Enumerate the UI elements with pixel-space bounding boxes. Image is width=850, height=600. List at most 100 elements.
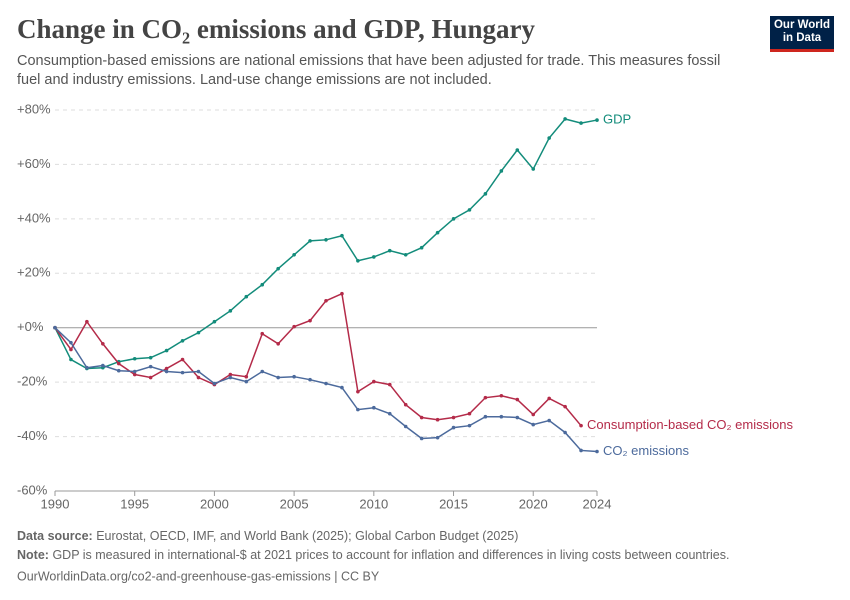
point — [212, 381, 217, 386]
point — [292, 324, 296, 329]
point — [260, 331, 265, 336]
point — [387, 248, 392, 253]
point — [324, 298, 328, 303]
point — [308, 318, 312, 323]
point — [196, 330, 201, 335]
point — [101, 363, 105, 368]
point — [451, 217, 456, 221]
point — [563, 430, 567, 435]
point — [579, 423, 583, 428]
point — [372, 255, 376, 259]
point — [324, 381, 328, 386]
series-line — [54, 327, 598, 453]
y-tick-label: +20% — [17, 265, 51, 280]
y-tick-label: -20% — [17, 374, 48, 389]
note-label: Note: — [17, 548, 49, 562]
point — [595, 118, 599, 122]
point — [308, 377, 312, 382]
point — [403, 402, 408, 407]
point — [547, 418, 551, 423]
x-tick-label: 2010 — [359, 496, 388, 511]
y-tick-label: +80% — [17, 101, 51, 116]
chart-title: Change in CO₂ emissions and GDP, Hungary — [17, 14, 535, 44]
chart-subtitle: Consumption-based emissions are national… — [17, 53, 721, 88]
point — [324, 238, 328, 242]
point — [467, 411, 472, 416]
point — [531, 167, 536, 171]
point — [515, 148, 520, 152]
point — [483, 395, 488, 400]
point — [132, 356, 137, 361]
point — [244, 379, 249, 384]
point — [372, 379, 376, 384]
point — [483, 414, 488, 419]
point — [340, 291, 344, 296]
point — [467, 423, 472, 428]
point — [340, 385, 344, 390]
point — [132, 369, 137, 374]
point — [563, 117, 567, 121]
point — [419, 245, 424, 250]
point — [467, 208, 472, 212]
point — [451, 425, 456, 430]
point — [228, 309, 233, 313]
x-tick-label: 2000 — [200, 496, 229, 511]
source: Data source: Eurostat, OECD, IMF, and Wo… — [17, 529, 518, 543]
series-label: GDP — [603, 112, 631, 127]
point — [85, 365, 89, 370]
logo[interactable]: Our World in Data — [770, 16, 834, 52]
point — [276, 375, 280, 380]
point — [419, 415, 424, 420]
point — [356, 389, 360, 394]
point — [595, 449, 599, 454]
x-tick-label: 2015 — [439, 496, 468, 511]
point — [547, 396, 551, 401]
logo-text: in Data — [782, 32, 822, 44]
x-tick-label: 2024 — [583, 496, 612, 511]
point — [515, 397, 520, 402]
x-tick-label: 2020 — [519, 496, 548, 511]
point — [260, 282, 265, 287]
point — [340, 233, 344, 238]
point — [53, 325, 57, 330]
point — [164, 369, 169, 374]
point — [403, 252, 408, 257]
point — [451, 415, 456, 420]
y-tick-label: +60% — [17, 156, 51, 171]
point — [499, 393, 504, 398]
logo-text: Our World — [773, 19, 830, 31]
point — [69, 347, 73, 352]
point — [116, 368, 121, 373]
point — [356, 258, 360, 263]
point — [372, 405, 376, 410]
point — [164, 366, 169, 371]
series-label: Consumption-based CO₂ emissions — [587, 417, 793, 432]
point — [212, 319, 217, 324]
point — [196, 375, 201, 380]
point — [356, 407, 360, 412]
point — [419, 436, 424, 441]
point — [196, 369, 201, 374]
note: Note: GDP is measured in international-$… — [17, 548, 729, 562]
point — [499, 169, 504, 173]
point — [579, 121, 583, 125]
point — [483, 192, 488, 196]
point — [101, 341, 105, 346]
point — [148, 375, 153, 380]
point — [435, 230, 440, 235]
note-text: GDP is measured in international-$ at 20… — [52, 548, 729, 562]
point — [132, 372, 137, 377]
point — [276, 266, 280, 271]
point — [292, 252, 296, 257]
point — [244, 294, 249, 299]
point — [228, 372, 233, 377]
point — [563, 404, 567, 409]
point — [276, 341, 280, 346]
point — [435, 417, 440, 422]
point — [69, 340, 73, 345]
point — [531, 422, 536, 427]
point — [308, 239, 312, 243]
point — [148, 364, 153, 369]
y-tick-label: -40% — [17, 428, 48, 443]
